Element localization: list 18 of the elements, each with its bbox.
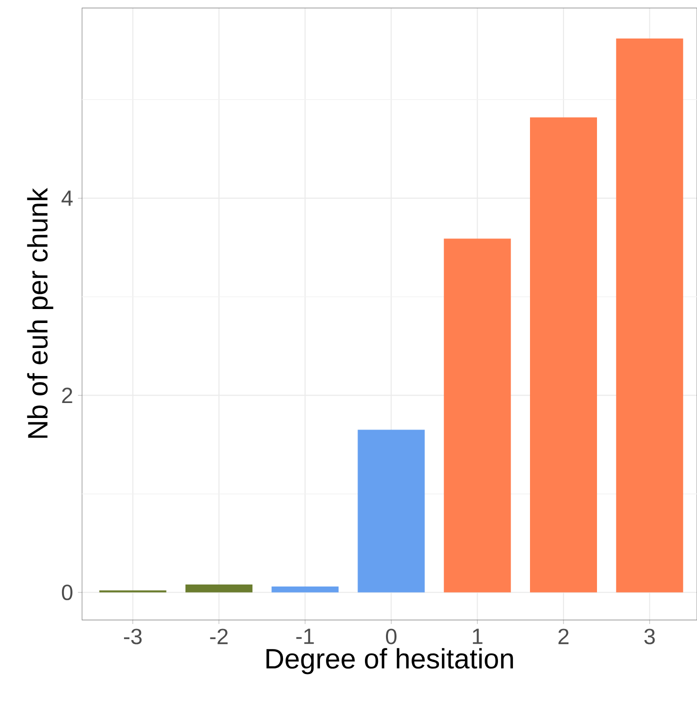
bar: [530, 117, 597, 592]
y-tick-label: 2: [62, 388, 72, 403]
x-tick-label: -3: [124, 628, 142, 644]
x-tick-label: 2: [558, 628, 569, 644]
y-tick-label: 4: [62, 190, 73, 206]
bar: [272, 586, 339, 592]
x-tick-label: 0: [386, 628, 396, 644]
x-tick-label: -2: [210, 628, 228, 644]
x-axis-title: Degree of hesitation: [266, 648, 513, 674]
bar: [616, 38, 684, 592]
bar: [358, 430, 425, 592]
bar: [185, 584, 252, 592]
y-axis-title: Nb of euh per chunk: [27, 188, 54, 438]
y-tick-label: 0: [62, 584, 72, 600]
x-tick-label: 3: [644, 628, 655, 644]
x-tick-label: -1: [296, 628, 314, 644]
x-tick-label: 1: [472, 628, 482, 644]
bar: [444, 238, 511, 592]
